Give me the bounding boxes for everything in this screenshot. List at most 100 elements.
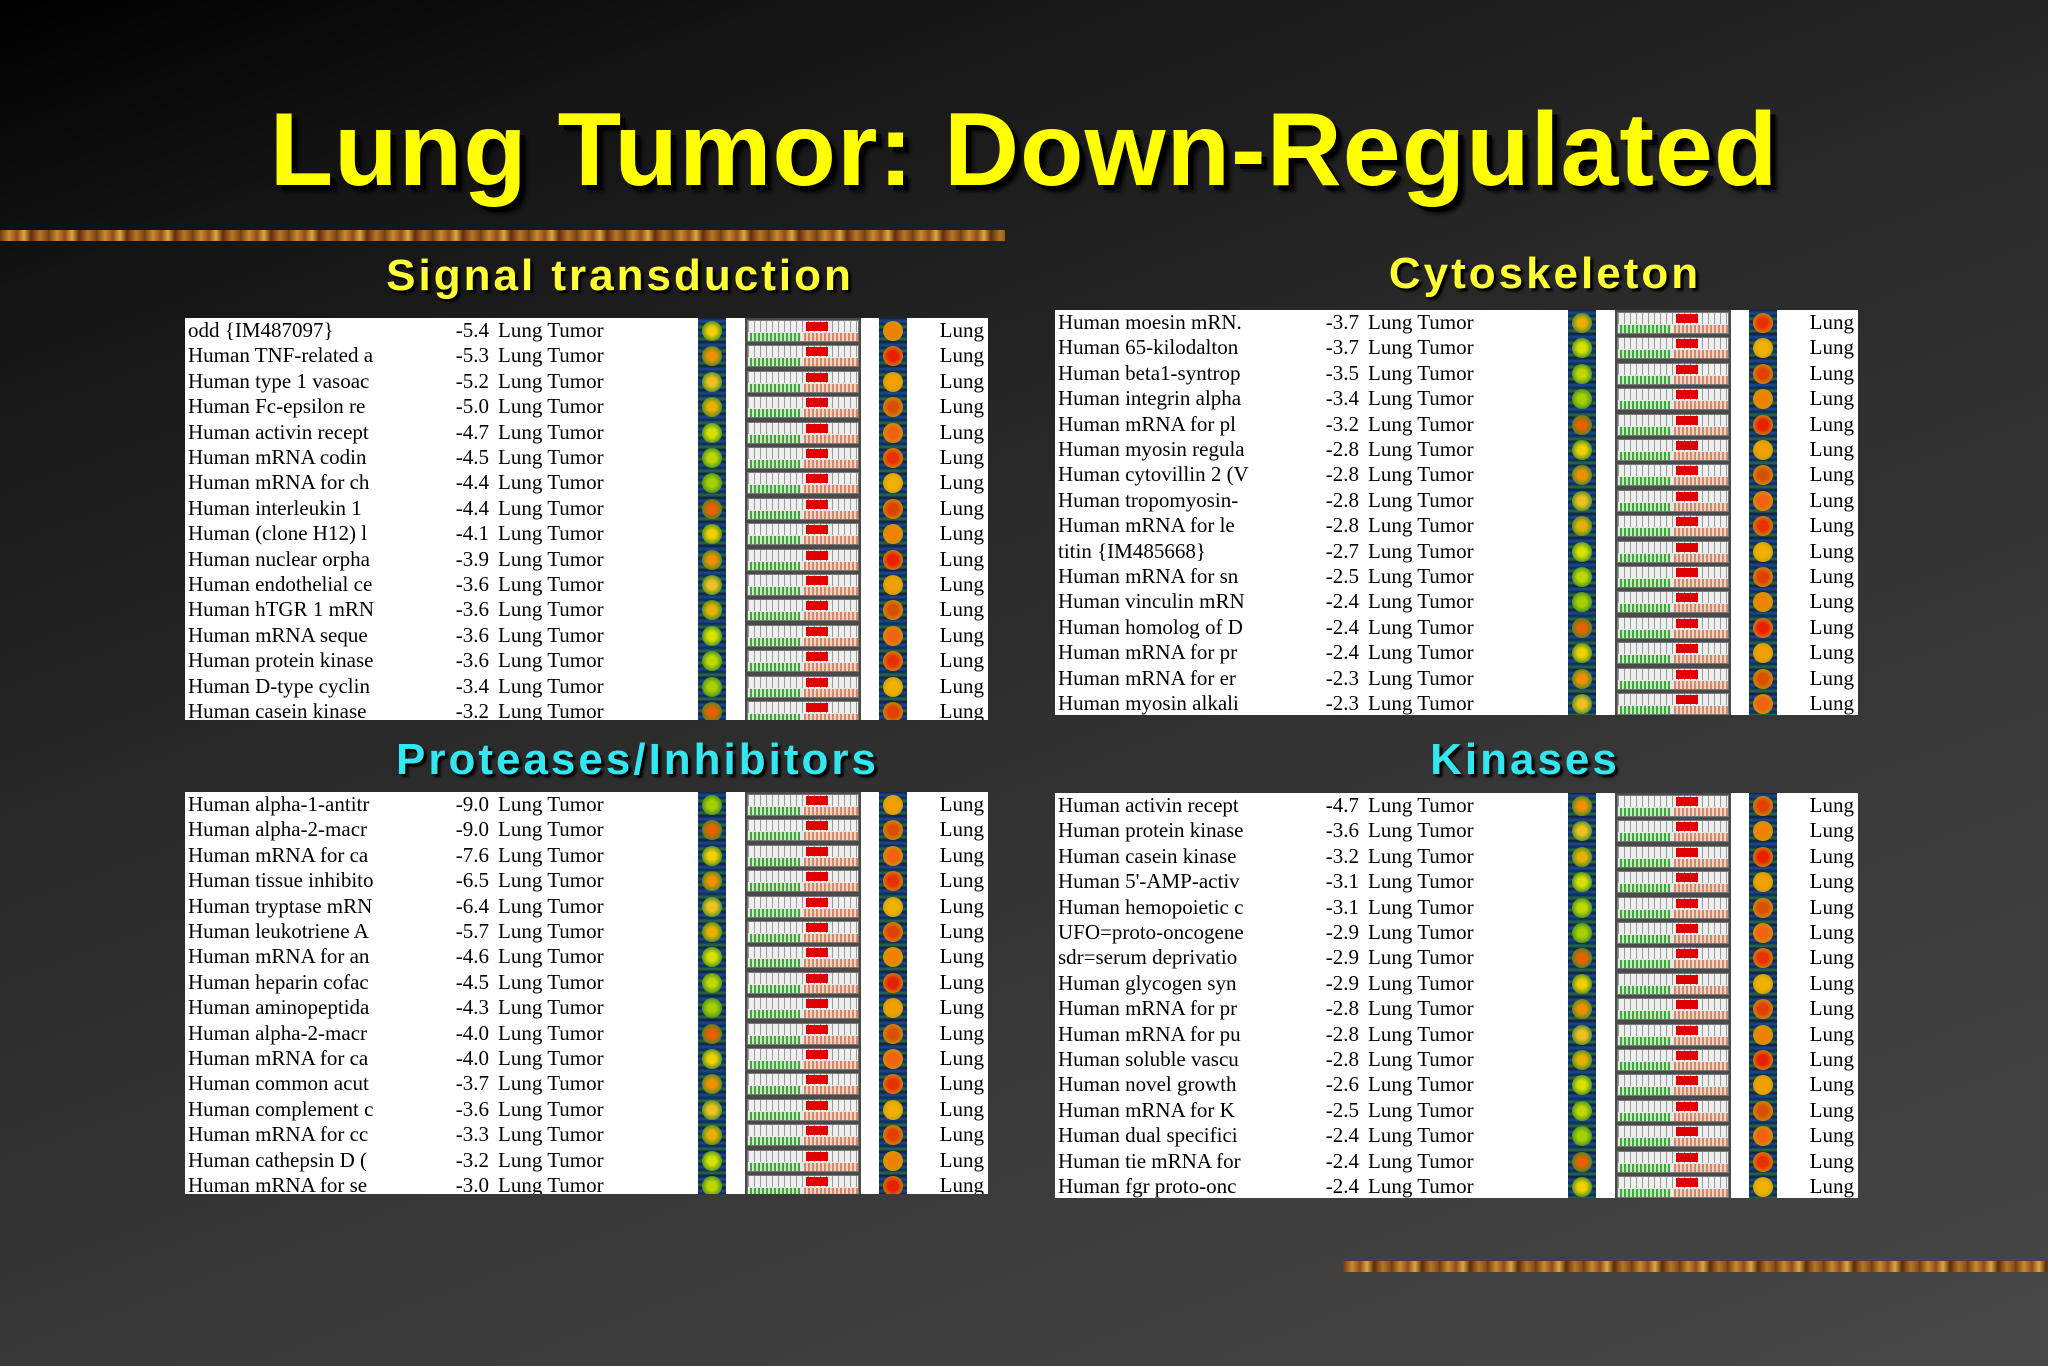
expression-bar: [747, 819, 859, 842]
fold-change-value: -2.6: [1325, 1072, 1359, 1097]
microarray-strip-control: [1568, 310, 1596, 715]
sample-label: Lung: [939, 318, 984, 342]
array-spot: [1572, 999, 1592, 1020]
expression-bar: [1617, 591, 1729, 614]
gene-name: Human type 1 vasoac: [188, 368, 370, 393]
tissue-label: Lung Tumor: [1368, 487, 1474, 512]
array-spot: [1753, 872, 1773, 893]
table-row: odd {IM487097} -5.4 Lung Tumor Lung: [185, 318, 988, 343]
fold-change-value: -3.7: [1325, 335, 1359, 360]
array-spot: [702, 1074, 722, 1095]
sample-label: Lung: [1809, 1047, 1854, 1071]
expression-bar: [747, 370, 859, 393]
tissue-label: Lung Tumor: [1368, 360, 1474, 385]
table-row: Human protein kinase -3.6 Lung Tumor Lung: [1055, 818, 1858, 843]
expression-bar: [1617, 515, 1729, 538]
gene-name: Human integrin alpha: [1058, 386, 1242, 411]
array-spot: [883, 998, 903, 1019]
array-spot: [1572, 617, 1592, 638]
tissue-label: Lung Tumor: [1368, 437, 1474, 461]
array-spot: [1572, 694, 1592, 714]
array-spot: [883, 1099, 903, 1120]
sample-label: Lung: [1809, 1021, 1854, 1046]
tissue-label: Lung Tumor: [1368, 1097, 1474, 1122]
table-row: Human Fc-epsilon re -5.0 Lung Tumor Lung: [185, 394, 988, 419]
gene-name: Human mRNA for an: [188, 944, 370, 969]
array-spot: [1572, 796, 1592, 816]
expression-bar: [747, 921, 859, 943]
expression-bar: [1617, 566, 1729, 588]
fold-change-value: -3.6: [455, 648, 489, 673]
tissue-label: Lung Tumor: [1368, 970, 1474, 995]
gene-name: Human activin recept: [188, 419, 369, 444]
expression-bar: [747, 421, 859, 444]
fold-change-value: -2.4: [1325, 614, 1359, 639]
tissue-label: Lung Tumor: [498, 368, 604, 393]
array-spot: [883, 625, 903, 646]
table-row: Human tie mRNA for -2.4 Lung Tumor Lung: [1055, 1149, 1858, 1174]
expression-bar: [1617, 413, 1729, 436]
tissue-label: Lung Tumor: [1368, 793, 1474, 817]
gene-table-kinases: Human activin recept -4.7 Lung Tumor Lung Hu…: [1055, 793, 1858, 1198]
array-spot: [1753, 541, 1773, 562]
array-spot: [1572, 1100, 1592, 1121]
sample-label: Lung: [1809, 996, 1854, 1021]
tissue-label: Lung Tumor: [1368, 386, 1474, 411]
gene-name: Human nuclear orpha: [188, 546, 370, 571]
sample-label: Lung: [1809, 843, 1854, 868]
sample-label: Lung: [939, 445, 984, 469]
tissue-label: Lung Tumor: [1368, 1123, 1474, 1148]
table-row: Human protein kinase -3.6 Lung Tumor Lung: [185, 648, 988, 673]
fold-change-value: -3.7: [455, 1071, 489, 1096]
expression-bar: [1617, 642, 1729, 665]
microarray-strip-tumor: [1749, 793, 1777, 1198]
sample-label: Lung: [939, 1173, 984, 1194]
sample-label: Lung: [1809, 1174, 1854, 1198]
expression-bar: [747, 895, 859, 918]
tissue-label: Lung Tumor: [498, 622, 604, 647]
fold-change-value: -2.7: [1325, 538, 1359, 563]
gene-name: Human mRNA for le: [1058, 513, 1235, 538]
table-row: Human heparin cofac -4.5 Lung Tumor Lung: [185, 970, 988, 995]
array-spot: [1753, 846, 1773, 867]
array-spot: [1753, 338, 1773, 359]
array-spot: [702, 1023, 722, 1044]
expression-bar: [747, 548, 859, 571]
gene-name: Human glycogen syn: [1058, 970, 1237, 995]
sample-label: Lung: [1809, 920, 1854, 944]
gene-name: Human mRNA for ca: [188, 842, 369, 867]
fold-change-value: -3.6: [455, 1096, 489, 1121]
expression-bar: [747, 599, 859, 622]
sample-label: Lung: [1809, 386, 1854, 411]
sample-label: Lung: [939, 673, 984, 698]
panel-title-signal: Signal transduction: [386, 251, 854, 300]
fold-change-value: -2.4: [1325, 640, 1359, 665]
table-row: Human (clone H12) l -4.1 Lung Tumor Lung: [185, 521, 988, 546]
microarray-strip-control: [698, 792, 726, 1194]
array-spot: [1572, 1024, 1592, 1045]
array-spot: [883, 922, 903, 942]
gene-name: Human activin recept: [1058, 793, 1239, 817]
gene-name: Human protein kinase: [188, 648, 374, 673]
array-spot: [702, 575, 722, 595]
tissue-label: Lung Tumor: [498, 944, 604, 969]
sample-label: Lung: [1809, 1072, 1854, 1097]
array-spot: [1753, 643, 1773, 664]
fold-change-value: -2.5: [1325, 564, 1359, 588]
fold-change-value: -3.4: [1325, 386, 1359, 411]
expression-bar: [747, 1149, 859, 1172]
fold-change-value: -3.9: [455, 546, 489, 571]
fold-change-value: -3.6: [1325, 818, 1359, 843]
array-spot: [702, 600, 722, 621]
array-spot: [883, 346, 903, 367]
expression-bar: [1617, 795, 1729, 817]
table-row: Human activin recept -4.7 Lung Tumor Lung: [185, 420, 988, 445]
table-row: Human mRNA codin -4.5 Lung Tumor Lung: [185, 445, 988, 470]
fold-change-value: -7.6: [455, 842, 489, 867]
fold-change-value: -3.6: [455, 622, 489, 647]
sample-label: Lung: [939, 792, 984, 816]
sample-label: Lung: [939, 546, 984, 571]
array-spot: [702, 795, 722, 815]
sample-label: Lung: [939, 1147, 984, 1172]
array-spot: [702, 422, 722, 443]
